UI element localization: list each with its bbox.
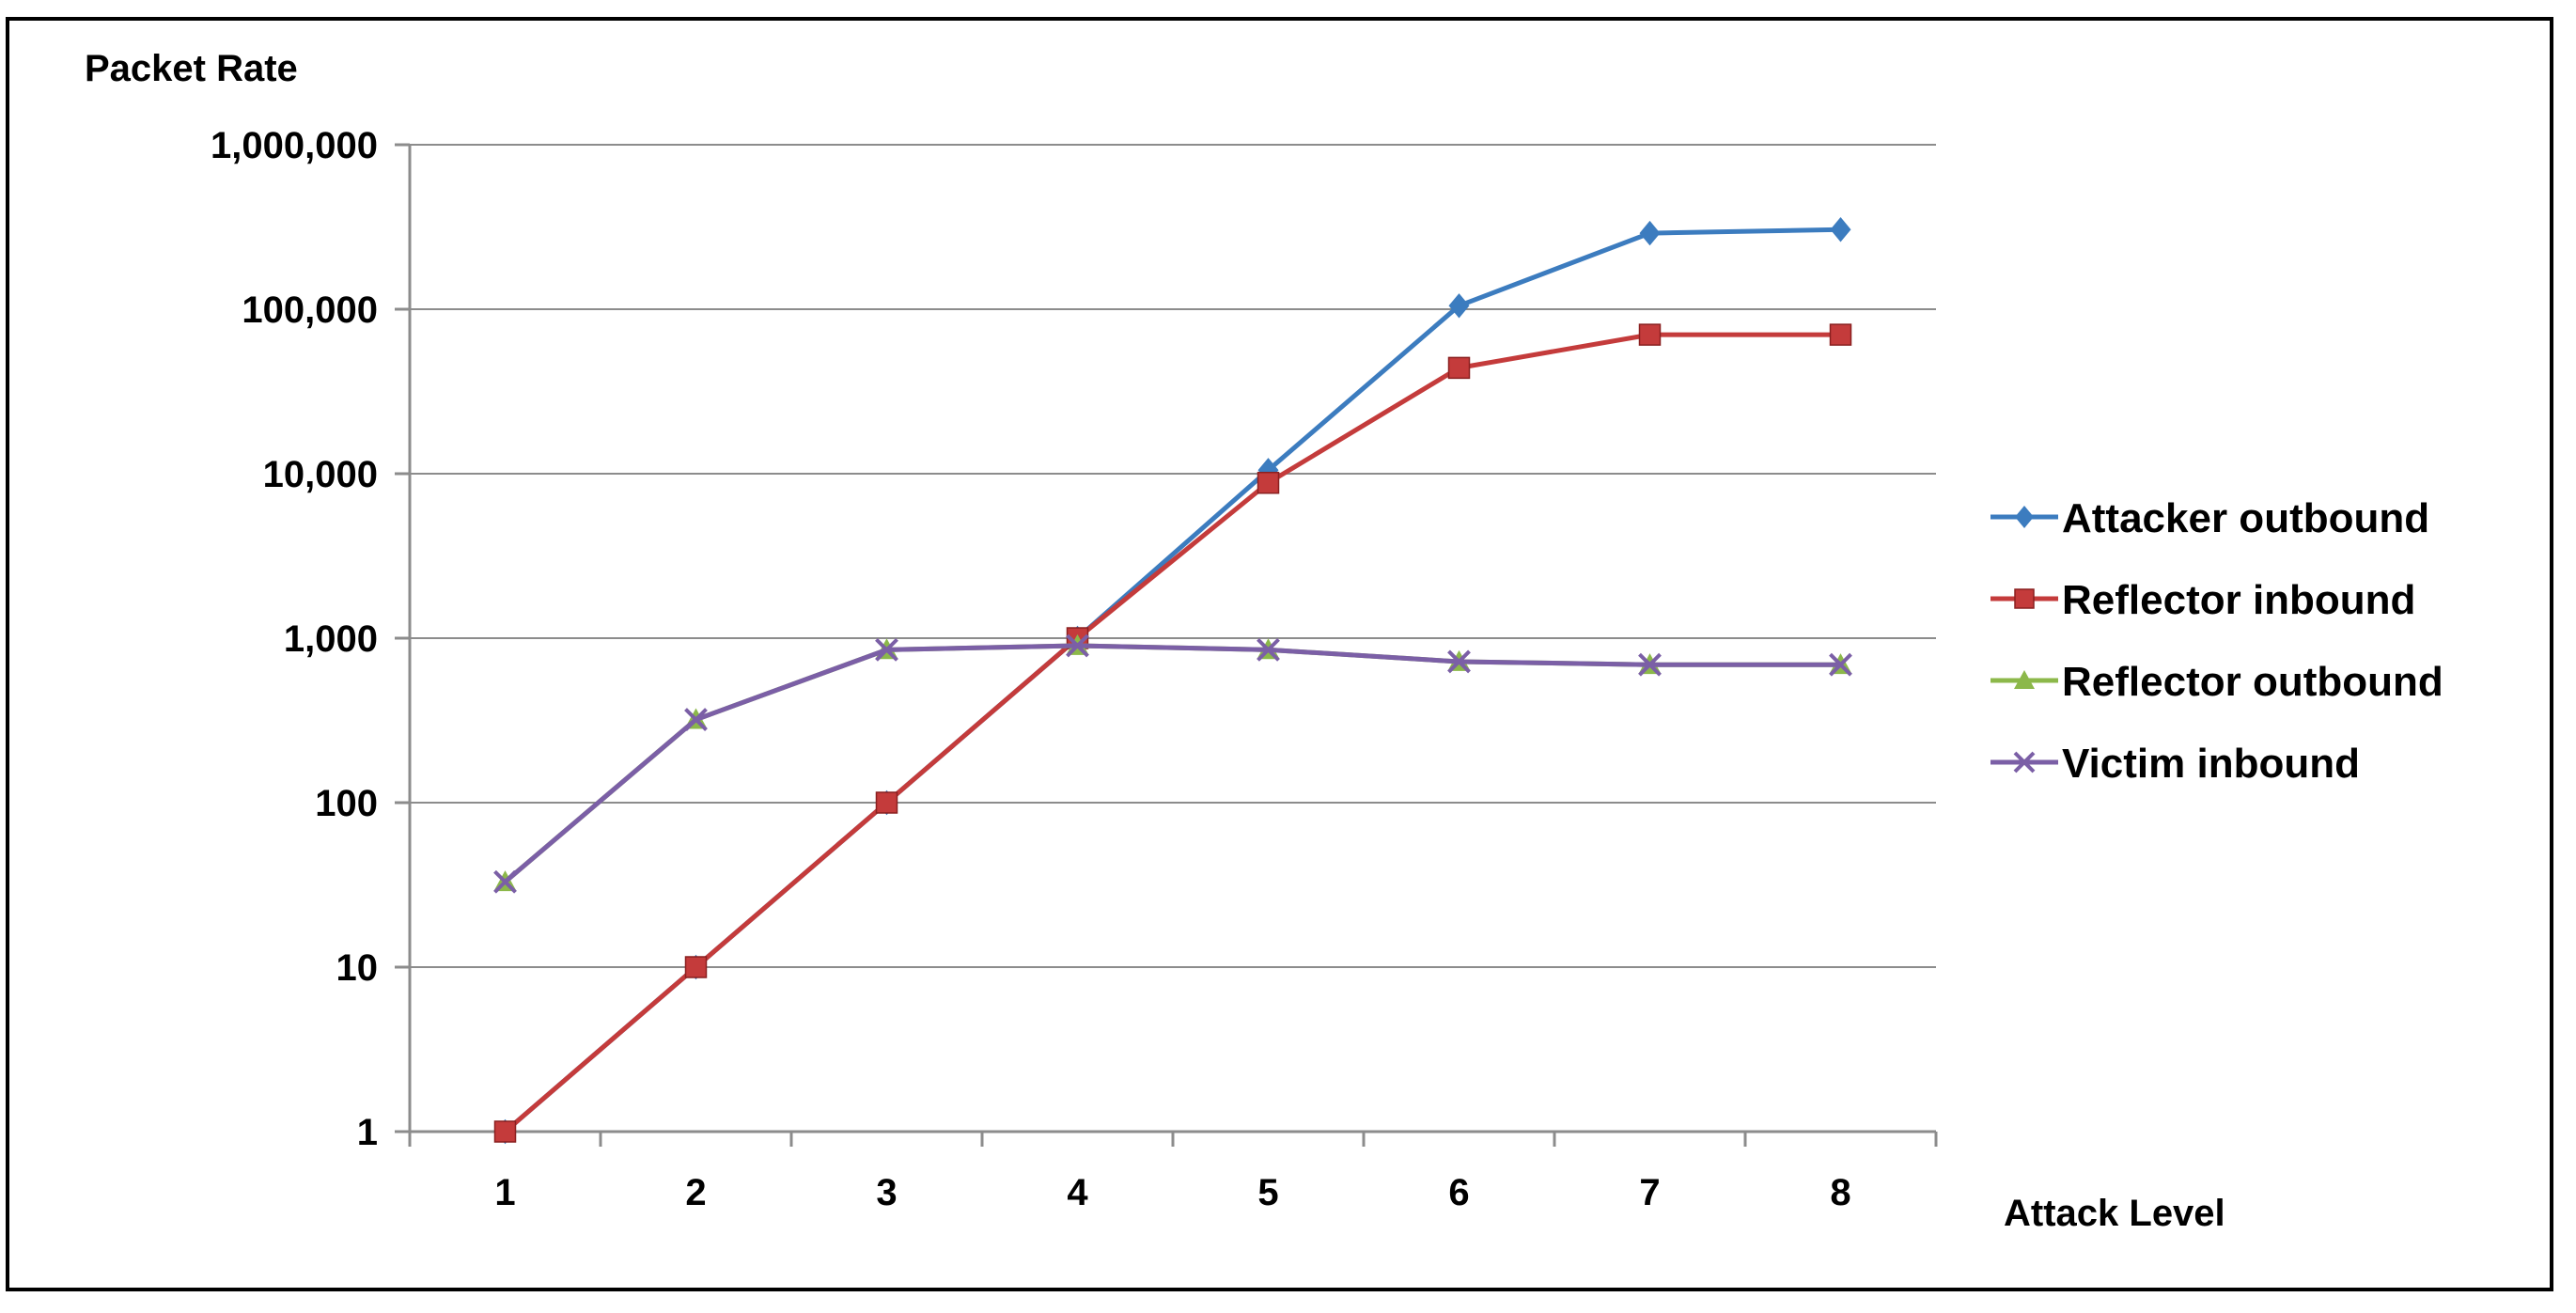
y-axis-title: Packet Rate [85, 48, 298, 89]
gridlines [410, 144, 1936, 968]
y-tick-label: 10 [336, 947, 379, 989]
series-line [503, 227, 1841, 1133]
y-tick-label: 100 [315, 783, 378, 824]
data-point-diamond [1830, 217, 1851, 242]
y-tick-label: 1 [357, 1112, 378, 1153]
legend-label: Attacker outbound [2062, 495, 2429, 541]
legend-entry: Reflector inbound [1991, 577, 2415, 623]
data-point-x [1066, 633, 1089, 658]
data-point-square [1829, 323, 1852, 346]
legend: Attacker outbound Reflector inbound Reflec… [1991, 495, 2443, 787]
axes [395, 143, 1938, 1147]
y-tick-label: 1,000 [284, 618, 378, 660]
x-axis-title: Attack Level [2004, 1193, 2225, 1234]
legend-label: Reflector outbound [2062, 659, 2443, 705]
data-point-square [684, 956, 708, 978]
data-point-square [1638, 323, 1662, 346]
data-point-square [2014, 588, 2035, 609]
data-point-x [684, 708, 708, 732]
legend-label: Victim inbound [2062, 741, 2360, 787]
data-point-square [1447, 356, 1471, 380]
data-point-diamond [2015, 506, 2034, 528]
line-chart: 1 10 100 1,000 10,000 100,000 1,000,000 1 2 3 4 5 6… [85, 48, 2443, 1234]
data-point-x [875, 637, 898, 662]
legend-entry: Reflector outbound [1991, 659, 2443, 705]
x-tick-label: 8 [1830, 1172, 1850, 1213]
data-point-x [1638, 652, 1662, 677]
data-point-square [875, 791, 898, 814]
x-tick-label: 5 [1257, 1172, 1278, 1213]
x-tick-label: 2 [685, 1172, 706, 1213]
x-tick-label: 1 [494, 1172, 515, 1213]
legend-entry: Victim inbound [1991, 741, 2360, 787]
data-point-triangle [2014, 670, 2035, 689]
x-tick-label: 6 [1448, 1172, 1469, 1213]
y-tick-label: 100,000 [242, 289, 378, 331]
data-point-x [2013, 751, 2036, 774]
data-point-diamond [1639, 220, 1661, 246]
series-attacker-outbound [494, 217, 1851, 1145]
series-line [503, 643, 1841, 884]
y-tick-label: 1,000,000 [211, 125, 378, 166]
legend-entry: Attacker outbound [1991, 495, 2429, 541]
y-tick-label: 10,000 [263, 454, 378, 495]
x-tick-label: 4 [1067, 1172, 1088, 1213]
series-reflector-outbound [493, 633, 1852, 892]
data-point-diamond [1448, 293, 1470, 319]
chart-frame: 1 10 100 1,000 10,000 100,000 1,000,000 1 2 3 4 5 6… [6, 17, 2553, 1291]
x-tick-labels: 1 2 3 4 5 6 7 8 [494, 1172, 1850, 1213]
data-point-x [1257, 637, 1280, 662]
data-point-square [1257, 471, 1280, 494]
series-line [503, 643, 1841, 884]
x-tick-label: 7 [1639, 1172, 1660, 1213]
data-point-x [1447, 649, 1471, 674]
series-lines [493, 217, 1852, 1145]
data-point-square [493, 1120, 517, 1143]
legend-label: Reflector inbound [2062, 577, 2415, 623]
data-point-x [1829, 652, 1852, 677]
series-line [503, 332, 1841, 1133]
y-tick-labels: 1 10 100 1,000 10,000 100,000 1,000,000 [211, 125, 378, 1153]
series-reflector-inbound [493, 323, 1852, 1143]
x-tick-label: 3 [876, 1172, 897, 1213]
series-victim-inbound [493, 633, 1852, 894]
data-point-x [493, 869, 517, 894]
